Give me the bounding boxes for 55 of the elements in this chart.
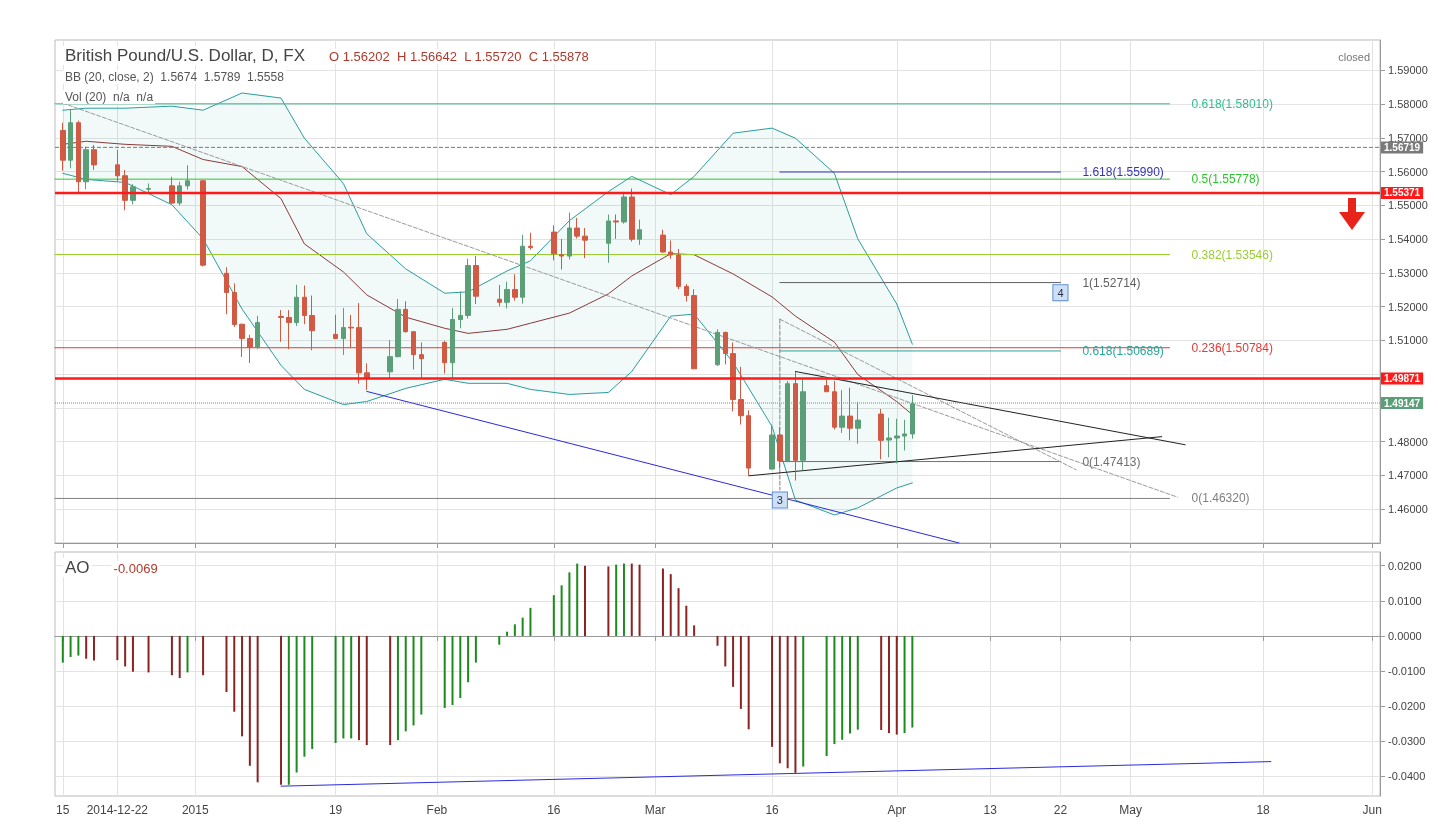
x-tick-label: Apr [887, 803, 907, 817]
series-label: 0.236(1.50784) [1191, 340, 1273, 355]
ref-line-label: 1.49147 [1384, 397, 1421, 409]
y-tick-label: 1.47000 [1388, 469, 1428, 482]
y-tick-label: 0.0000 [1388, 629, 1422, 642]
chart-title: British Pound/U.S. Dollar, D, FX [65, 46, 305, 65]
y-tick-label: -0.0400 [1388, 770, 1426, 783]
annotation: Vol (20) n/a n/a [65, 90, 154, 104]
x-tick-label: 15 [56, 803, 70, 817]
x-tick-label: 2015 [181, 803, 209, 817]
annotation: -0.0069 [113, 561, 158, 576]
series-label: 0.382(1.53546) [1191, 247, 1273, 262]
y-tick-label: 1.57000 [1388, 131, 1428, 144]
x-tick-label: 2014-12-22 [86, 803, 149, 817]
y-tick-label: 1.46000 [1388, 503, 1428, 516]
x-tick-label: 22 [1053, 803, 1068, 817]
series-label: 0.5(1.55778) [1191, 172, 1260, 187]
y-tick-label: 1.53000 [1388, 266, 1428, 279]
annotation: 3 [776, 494, 783, 506]
series-label: 0.618(1.50689) [1082, 343, 1164, 358]
y-tick-label: 1.52000 [1388, 300, 1428, 313]
x-tick-label: 18 [1256, 803, 1271, 817]
series-label: 1(1.52714) [1082, 275, 1141, 290]
y-tick-label: 1.51000 [1388, 334, 1428, 347]
series-label: 1.618(1.55990) [1082, 165, 1164, 179]
y-tick-label: 1.56000 [1388, 165, 1428, 178]
y-tick-label: -0.0100 [1388, 665, 1426, 678]
chart-title: AO [65, 558, 90, 577]
y-tick-label: 1.58000 [1388, 98, 1428, 111]
y-tick-label: -0.0300 [1388, 735, 1426, 748]
x-tick-label: Jun [1362, 803, 1382, 817]
y-tick-label: -0.0200 [1388, 700, 1426, 713]
x-tick-label: Feb [426, 803, 448, 817]
x-tick-label: 16 [547, 803, 561, 817]
x-tick-label: 16 [765, 803, 780, 817]
annotation: 4 [1057, 286, 1064, 299]
ref-line-label: 1.55371 [1384, 187, 1421, 199]
ref-line-label: 1.49871 [1384, 373, 1421, 385]
series-label: 0(1.47413) [1082, 454, 1141, 469]
x-tick-label: 19 [328, 803, 343, 817]
series-label: 0.618(1.58010) [1191, 96, 1273, 111]
y-tick-label: 1.48000 [1388, 435, 1428, 448]
x-tick-label: May [1119, 803, 1142, 817]
annotation: O 1.56202 H 1.56642 L 1.55720 C 1.55878 [328, 49, 589, 64]
y-tick-label: 0.0100 [1388, 594, 1422, 607]
series-label: 0(1.46320) [1191, 491, 1250, 506]
y-tick-label: 1.59000 [1388, 64, 1428, 77]
x-tick-label: 13 [983, 803, 998, 817]
annotation: BB (20, close, 2) 1.5674 1.5789 1.5558 [65, 70, 285, 84]
x-tick-label: Mar [644, 803, 666, 817]
y-tick-label: 1.55000 [1388, 199, 1428, 212]
y-tick-label: 0.0200 [1388, 559, 1422, 572]
ref-line-label: 1.56719 [1384, 141, 1421, 153]
y-tick-label: 1.54000 [1388, 233, 1428, 246]
annotation: closed [1338, 50, 1370, 63]
